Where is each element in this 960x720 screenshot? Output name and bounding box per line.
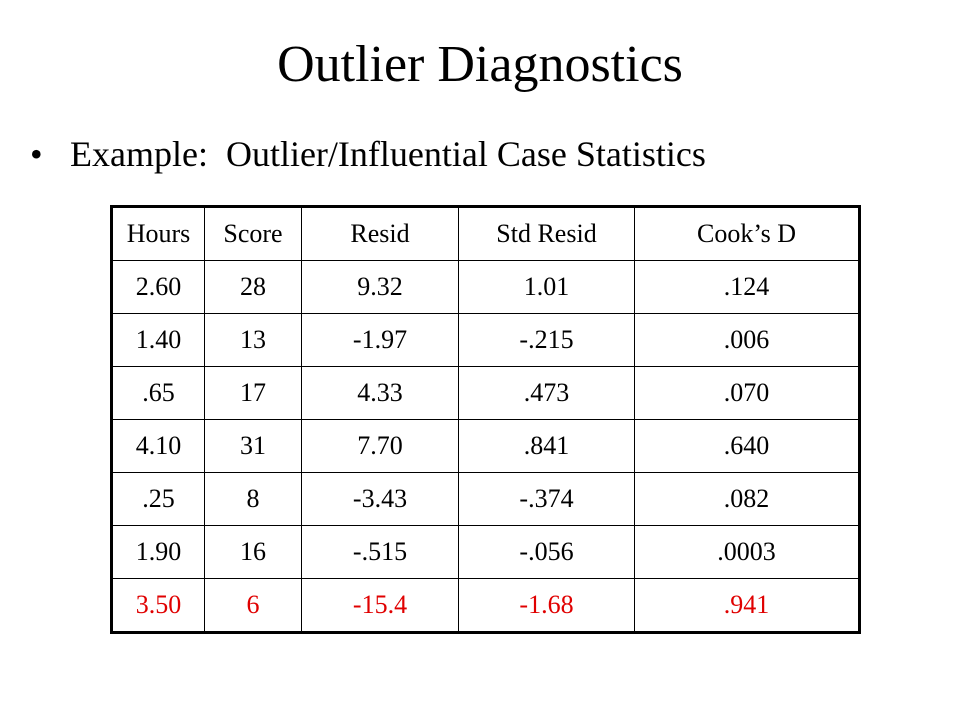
table-cell: -.056 bbox=[458, 525, 635, 579]
table-cell: .124 bbox=[634, 260, 860, 314]
table-row: 2.60 28 9.32 1.01.124 bbox=[111, 260, 860, 314]
bullet-text: Example: Outlier/Influential Case Statis… bbox=[70, 134, 706, 174]
bullet-item: • Example: Outlier/Influential Case Stati… bbox=[30, 130, 706, 178]
column-header: Cook’s D bbox=[634, 206, 860, 261]
table-cell: -1.68 bbox=[458, 578, 635, 633]
table-cell: 4.10 bbox=[111, 419, 205, 473]
table-cell: .006 bbox=[634, 313, 860, 367]
table-cell: .473 bbox=[458, 366, 635, 420]
table-cell: 28 bbox=[204, 260, 302, 314]
table-cell: .65 bbox=[111, 366, 205, 420]
table-cell: -.515 bbox=[301, 525, 459, 579]
column-header: Resid bbox=[301, 206, 459, 261]
column-header: Hours bbox=[111, 206, 205, 261]
table-body: 2.60 28 9.32 1.01.124 1.40 13 -1.97 -.215.006.6… bbox=[111, 260, 860, 633]
table-cell: 31 bbox=[204, 419, 302, 473]
table-cell: -1.97 bbox=[301, 313, 459, 367]
table-cell: 9.32 bbox=[301, 260, 459, 314]
table-row: .65 17 4.33.473.070 bbox=[111, 366, 860, 420]
table-cell: 6 bbox=[204, 578, 302, 633]
table-cell: -.215 bbox=[458, 313, 635, 367]
table-cell: 1.01 bbox=[458, 260, 635, 314]
table-cell: .841 bbox=[458, 419, 635, 473]
column-header: Std Resid bbox=[458, 206, 635, 261]
table-row: .25 8 -3.43 -.374.082 bbox=[111, 472, 860, 526]
bullet-dot: • bbox=[30, 134, 43, 174]
table-cell: 16 bbox=[204, 525, 302, 579]
table-cell: 1.40 bbox=[111, 313, 205, 367]
stats-table: Hours Score Resid Std Resid Cook’s D 2.60 28 9… bbox=[110, 205, 861, 634]
table-cell: 7.70 bbox=[301, 419, 459, 473]
table-cell: 3.50 bbox=[111, 578, 205, 633]
header-row: Hours Score Resid Std Resid Cook’s D bbox=[111, 206, 860, 261]
table-cell: 17 bbox=[204, 366, 302, 420]
table-head: Hours Score Resid Std Resid Cook’s D bbox=[111, 206, 860, 261]
table-cell: .082 bbox=[634, 472, 860, 526]
table-cell: -15.4 bbox=[301, 578, 459, 633]
table-cell: 2.60 bbox=[111, 260, 205, 314]
table-row: 1.90 16 -.515 -.056.0003 bbox=[111, 525, 860, 579]
table-cell: .070 bbox=[634, 366, 860, 420]
table-row: 4.10 31 7.70.841.640 bbox=[111, 419, 860, 473]
table-cell: .25 bbox=[111, 472, 205, 526]
column-header: Score bbox=[204, 206, 302, 261]
table-cell: -.374 bbox=[458, 472, 635, 526]
table-row: 1.40 13 -1.97 -.215.006 bbox=[111, 313, 860, 367]
table-cell: .0003 bbox=[634, 525, 860, 579]
table-cell: .640 bbox=[634, 419, 860, 473]
table-cell: -3.43 bbox=[301, 472, 459, 526]
slide-title: Outlier Diagnostics bbox=[277, 36, 683, 93]
table-cell: 4.33 bbox=[301, 366, 459, 420]
table-cell: .941 bbox=[634, 578, 860, 633]
table-row: 3.50 6 -15.4 -1.68.941 bbox=[111, 578, 860, 633]
table-cell: 13 bbox=[204, 313, 302, 367]
table-cell: 1.90 bbox=[111, 525, 205, 579]
table-cell: 8 bbox=[204, 472, 302, 526]
